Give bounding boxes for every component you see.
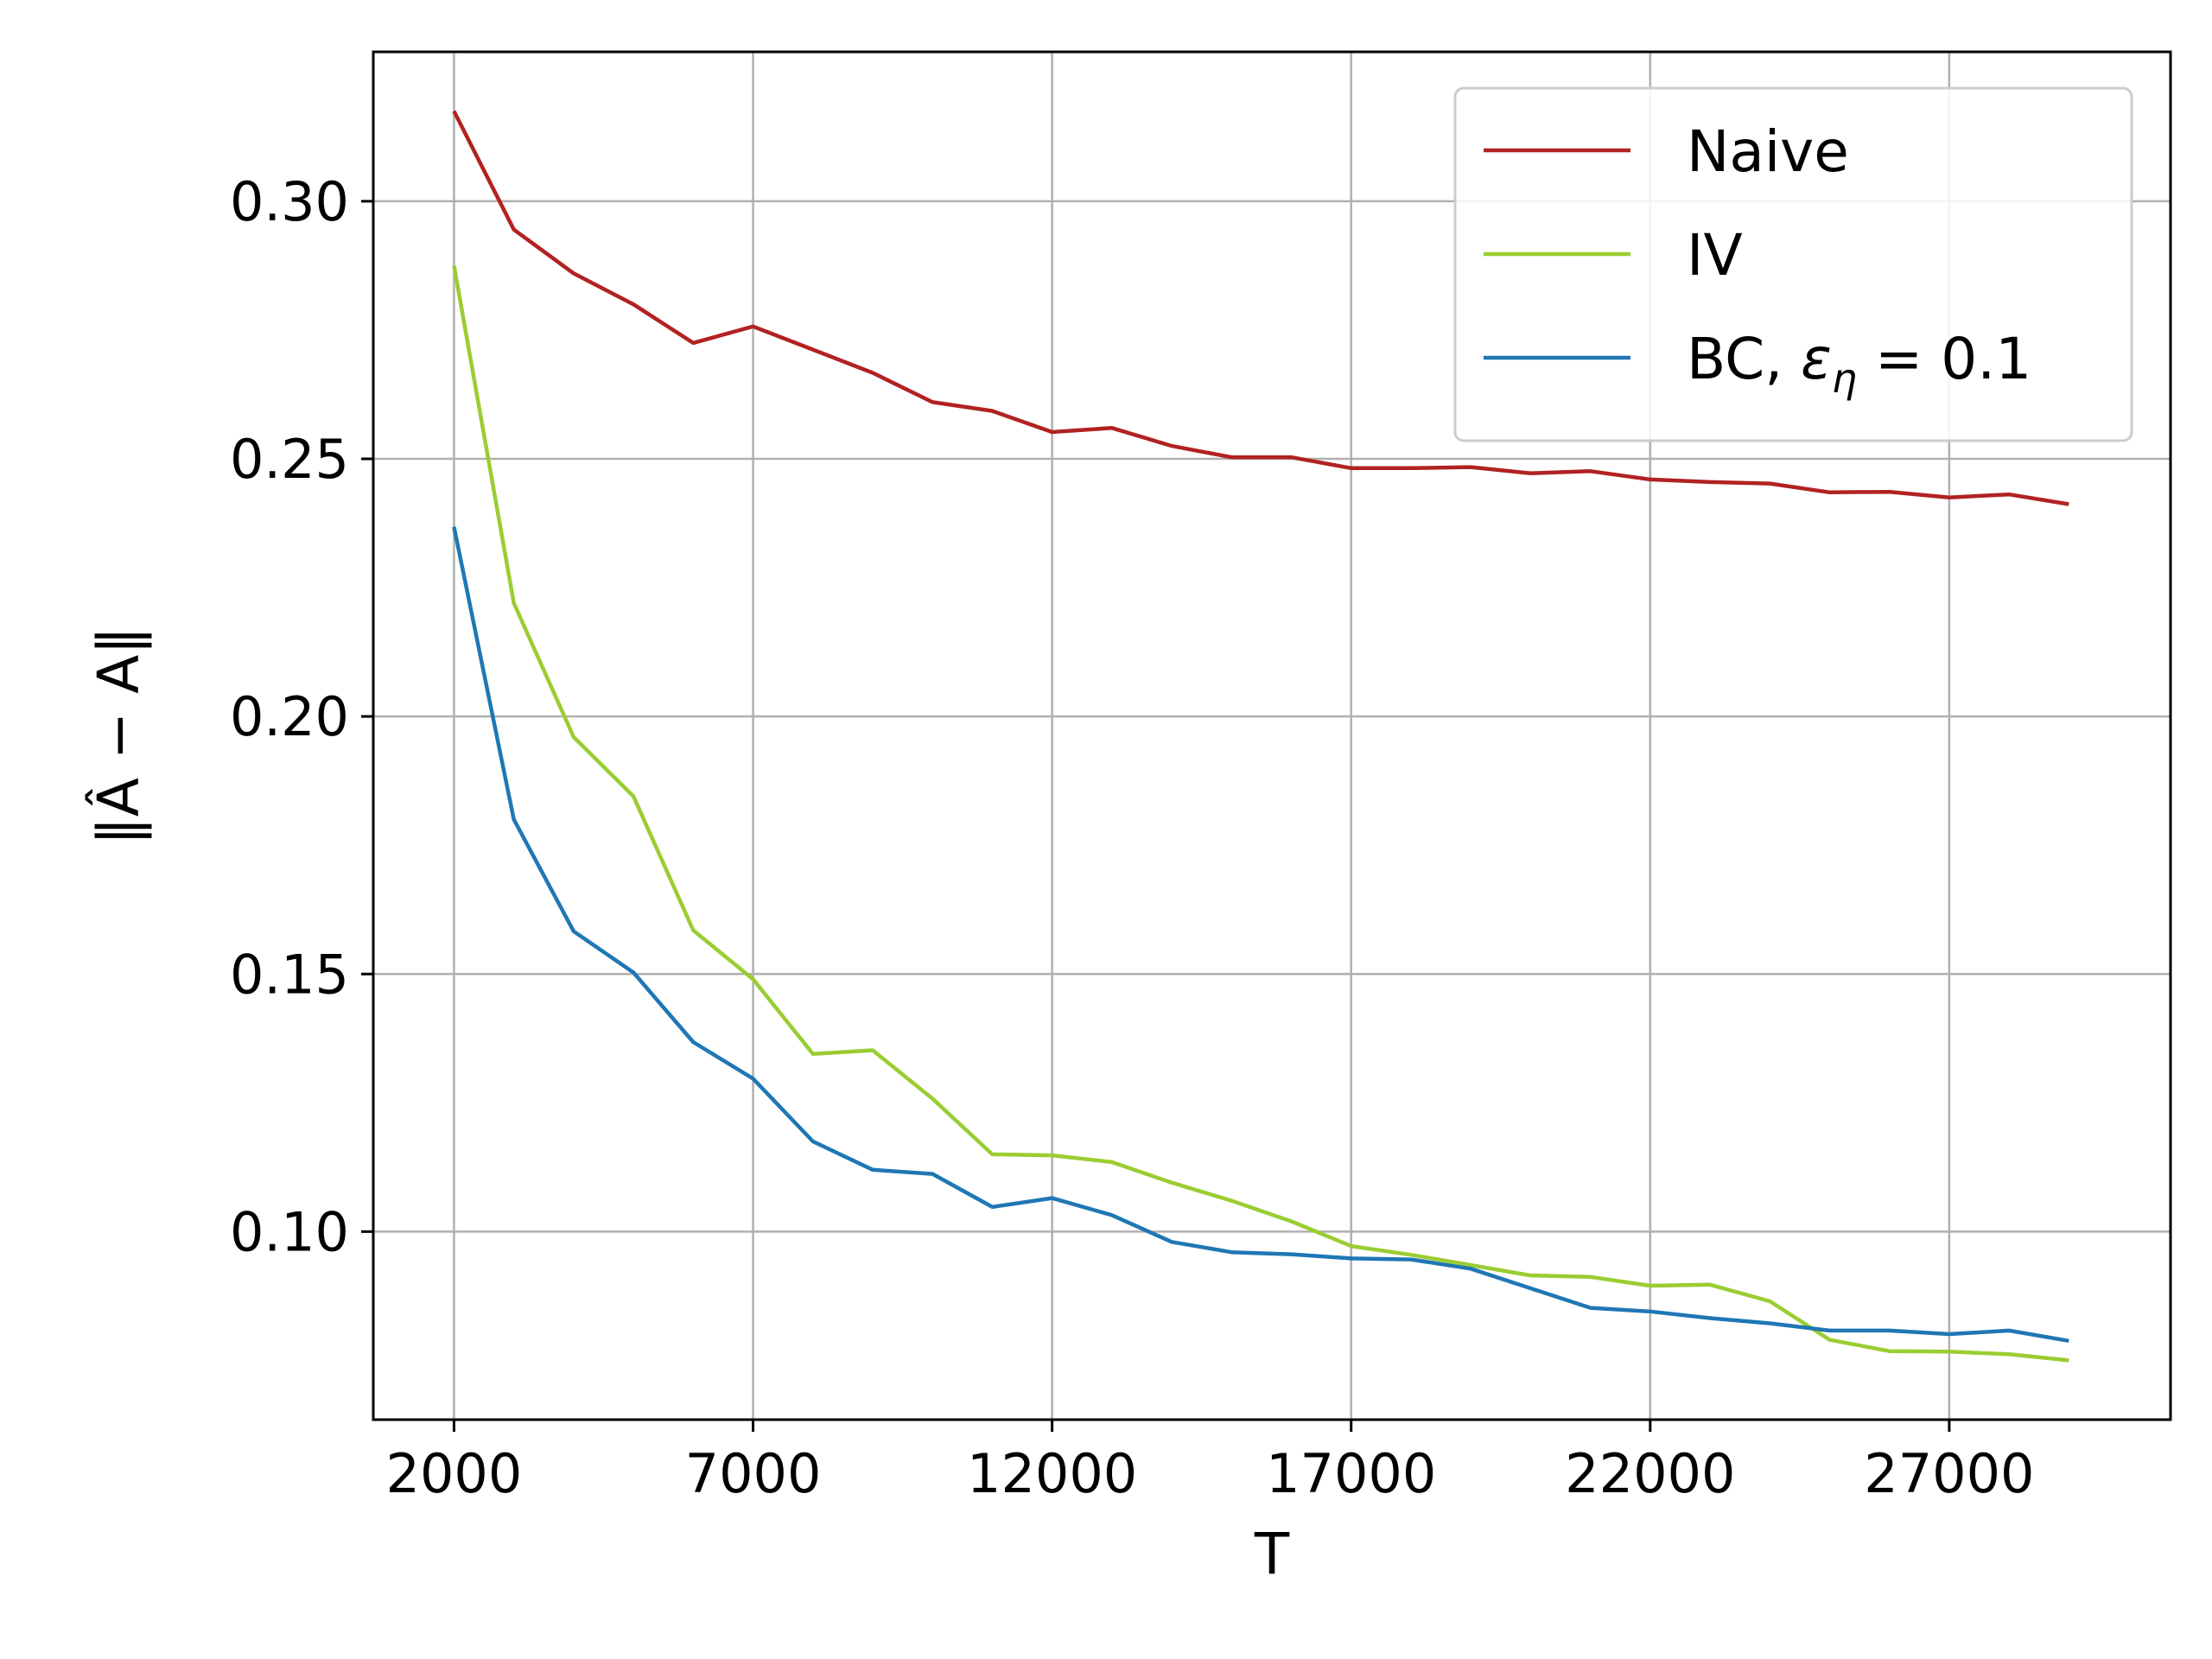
series-layer <box>452 110 2069 1363</box>
series-line-3 <box>452 526 2069 1344</box>
y-tick-label: 0.20 <box>230 685 349 748</box>
legend-entry: IV <box>1687 222 1743 289</box>
x-tick-label: 12000 <box>967 1442 1137 1505</box>
x-tick-label: 17000 <box>1266 1442 1436 1505</box>
y-axis-title: ‖Â − A‖ <box>86 626 152 846</box>
plot-frame <box>372 50 2172 1421</box>
y-tick-label: 0.10 <box>230 1200 349 1263</box>
x-tick-label: 27000 <box>1864 1442 2034 1505</box>
y-tick-label: 0.30 <box>230 170 349 233</box>
legend-entry: Naive <box>1687 118 1849 185</box>
x-tick-label: 22000 <box>1565 1442 1735 1505</box>
legend-box <box>1453 86 2133 442</box>
x-axis-title: T <box>1254 1521 1290 1587</box>
series-line-1 <box>452 110 2069 506</box>
legend-entry: BC, εη = 0.1 <box>1687 326 2031 402</box>
x-tick-label: 2000 <box>386 1442 523 1505</box>
ticks: 2000 7000 12000 17000 22000 27000 0.10 0.15 0.20… <box>230 170 2035 1505</box>
y-tick-label: 0.15 <box>230 943 349 1006</box>
y-tick-label: 0.25 <box>230 428 349 491</box>
x-tick-label: 7000 <box>685 1442 822 1505</box>
series-line-2 <box>452 265 2069 1363</box>
legend: Naive IV BC, εη = 0.1 <box>1453 86 2133 442</box>
